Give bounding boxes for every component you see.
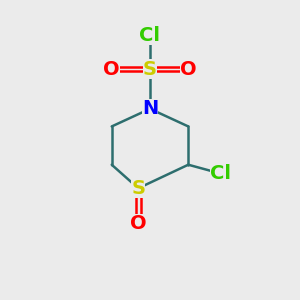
Text: O: O <box>103 59 120 79</box>
Text: N: N <box>142 99 158 118</box>
Text: S: S <box>131 179 145 198</box>
Text: Cl: Cl <box>140 26 160 45</box>
Text: O: O <box>180 59 196 79</box>
Text: O: O <box>130 214 146 233</box>
Text: Cl: Cl <box>210 164 231 183</box>
Text: S: S <box>143 59 157 79</box>
